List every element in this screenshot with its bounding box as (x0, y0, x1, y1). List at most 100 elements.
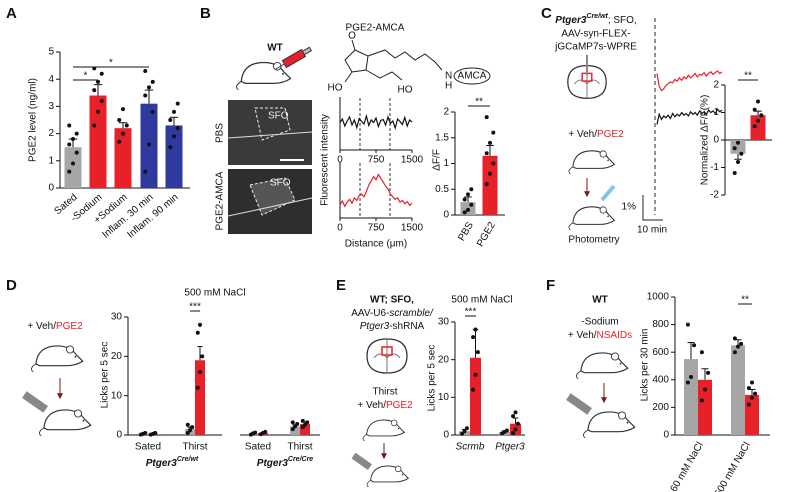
y-axis-label: Licks per 5 sec (427, 345, 438, 412)
sig-label: ** (475, 97, 483, 108)
label: + Veh/ (27, 321, 56, 332)
group-label: Ptger3Cre/Cre (257, 456, 314, 469)
y-tick-label: 2 (48, 128, 54, 139)
label: WT (267, 43, 283, 54)
data-point (746, 386, 751, 391)
label: + Veh/PGE2 (568, 129, 624, 140)
data-point (99, 98, 104, 103)
error-bar (197, 346, 203, 361)
data-point (460, 431, 465, 436)
label: ; SFO, (608, 15, 637, 26)
data-point (511, 414, 516, 419)
label: SFO (270, 178, 291, 189)
label: AMCA (458, 71, 487, 82)
bar (165, 125, 183, 188)
data-point (462, 429, 467, 434)
panel-letter: C (541, 5, 552, 22)
panel-letter: F (546, 277, 555, 294)
atom: HO (398, 85, 413, 96)
bar (470, 357, 481, 435)
data-point (462, 210, 467, 215)
label: SFO (268, 111, 289, 122)
syringe (275, 46, 313, 70)
y-axis-label: ΔF/F (432, 149, 443, 171)
data-point (752, 107, 757, 112)
data-point (732, 146, 737, 151)
y-tick-label: 0 (116, 430, 122, 441)
x-tick-label: 750 (368, 223, 385, 234)
bar (698, 379, 712, 435)
data-point (464, 426, 469, 431)
x-tick-label: Thirst (288, 442, 313, 453)
data-point (74, 150, 79, 155)
sfo-outline (249, 177, 296, 216)
atom: HO (328, 83, 343, 94)
data-point (117, 118, 122, 122)
data-point (305, 420, 310, 425)
atom: H (445, 81, 452, 92)
x-tick-label: Scrmb (456, 442, 485, 453)
data-point (706, 370, 711, 375)
data-point (752, 124, 757, 129)
y-axis-label: Normalized ΔF/F(%) (700, 95, 711, 186)
data-point (150, 79, 155, 84)
data-point (198, 370, 202, 375)
data-point (732, 336, 737, 341)
label: AAV-U6-scramble/ (351, 308, 434, 319)
sig-label: ** (744, 71, 752, 82)
lick-spout (351, 452, 372, 471)
label: + Veh/ (568, 330, 597, 341)
x-tick-label: PBS (456, 220, 476, 243)
data-point (168, 118, 173, 122)
trace (656, 70, 723, 92)
y-tick-label: 800 (652, 319, 669, 330)
x-tick-label: PGE2 (475, 220, 498, 249)
bar (730, 140, 746, 154)
error-bar (144, 89, 154, 104)
y-tick-label: 600 (652, 347, 669, 358)
x-tick-label: 1500 (401, 155, 424, 166)
y-tick-label: 0 (443, 210, 449, 221)
y-tick-label: 1 (48, 155, 54, 166)
data-point (263, 429, 268, 434)
trace (656, 108, 723, 125)
data-point (685, 380, 690, 385)
bar (750, 115, 766, 140)
label: PGE2 (597, 129, 624, 140)
data-point (190, 425, 195, 430)
data-point (143, 431, 148, 436)
data-point (172, 109, 176, 114)
y-tick-label: 2 (443, 107, 449, 118)
label: + Veh/PGE2 (27, 321, 83, 332)
genotype: Cre/Cre (288, 456, 313, 463)
data-point (484, 151, 489, 156)
y-tick-label: 0 (48, 183, 54, 194)
data-point (469, 202, 474, 207)
data-point (300, 418, 305, 423)
y-tick-label: 20 (438, 354, 450, 365)
mouse-icon (568, 150, 615, 174)
label: AAV-syn-FLEX- (561, 29, 630, 40)
label: + Veh/ (357, 400, 386, 411)
data-point (195, 330, 200, 335)
data-point (756, 99, 760, 104)
amca-tag (453, 67, 491, 85)
lick-spout (566, 393, 592, 415)
y-axis-label: Licks per 5 sec (100, 342, 111, 409)
data-point (739, 341, 744, 346)
data-point (513, 410, 518, 415)
x-tick-label: Sated (135, 442, 161, 453)
data-point (92, 88, 97, 93)
data-point (471, 335, 476, 340)
mouse-icon (235, 61, 292, 90)
genotype: Cre/wt (586, 13, 608, 20)
panel-letter: E (336, 277, 346, 294)
y-tick-label: 1 (713, 107, 719, 118)
y-axis-label: Licks per 30 min (640, 329, 651, 402)
bar (300, 423, 310, 435)
atom: N (445, 71, 452, 82)
y-tick-label: 1000 (647, 292, 670, 303)
y-tick-label: 10 (438, 392, 450, 403)
y-tick-label: 30 (438, 317, 450, 328)
scale-bar (642, 195, 663, 221)
